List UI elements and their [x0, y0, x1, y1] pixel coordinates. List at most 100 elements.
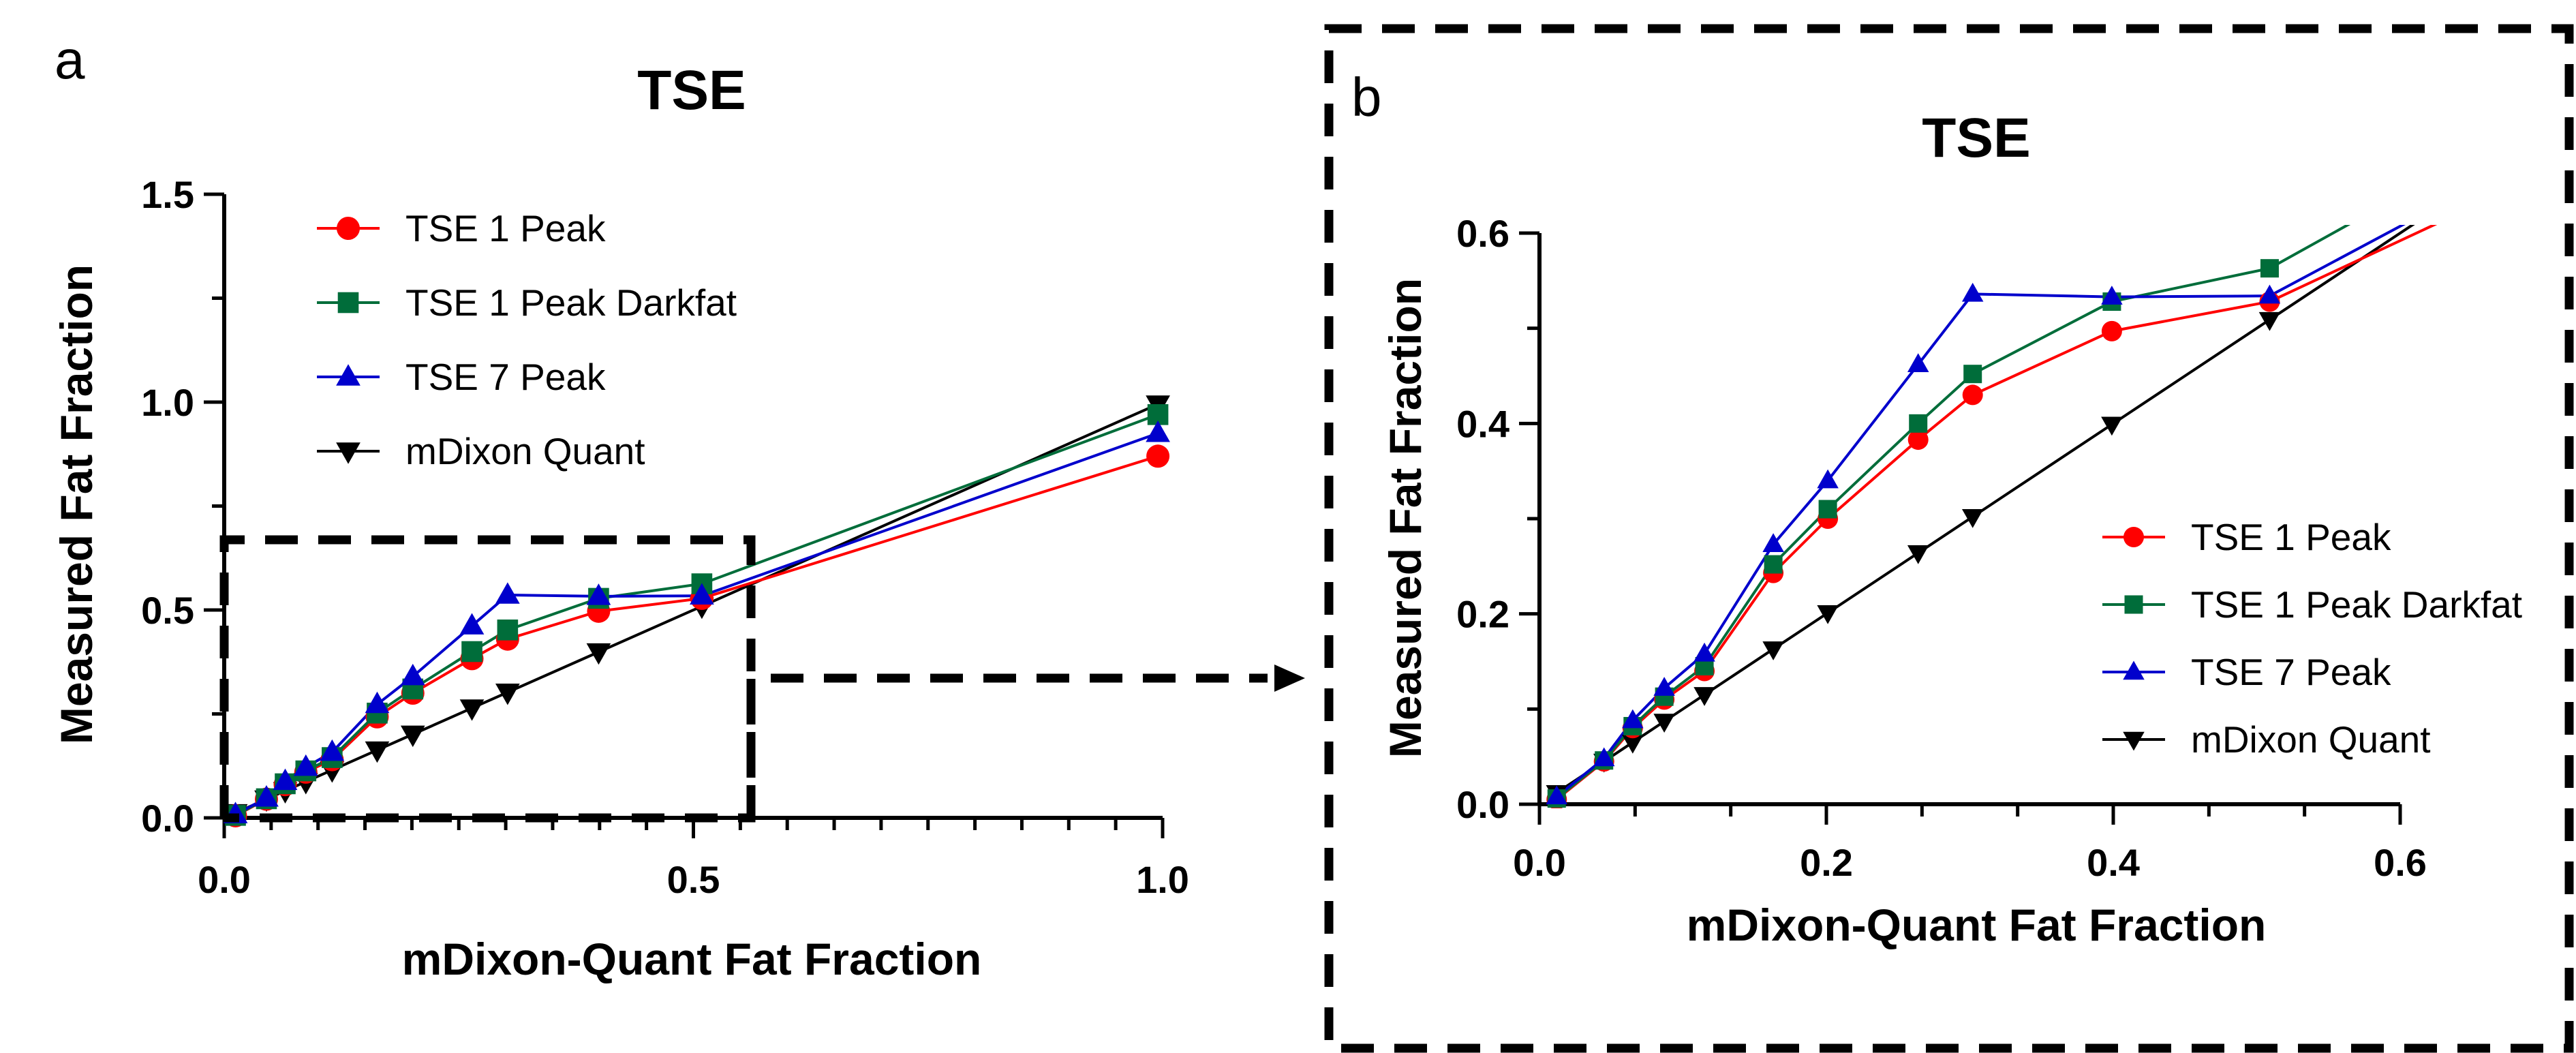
legend-swatch-marker	[2123, 527, 2144, 547]
y-tick-label: 0.4	[1456, 402, 1509, 445]
y-tick-label: 0.2	[1456, 593, 1509, 636]
y-tick-label: 0.6	[1456, 212, 1509, 255]
legend-entry-label: TSE 7 Peak	[405, 356, 606, 398]
x-tick-label: 0.5	[667, 858, 720, 901]
data-point-mdixon-quant	[2101, 416, 2123, 436]
data-point-tse-7-peak	[1653, 677, 1675, 696]
data-point-mdixon-quant	[400, 725, 425, 748]
panel-a-series	[223, 395, 1170, 827]
panel-a: a TSE Measured Fat Fraction mDixon-Quant…	[51, 29, 1305, 984]
data-point-mdixon-quant	[1693, 687, 1715, 706]
data-point-tse-7-peak	[1546, 785, 1568, 805]
panel-b-title: TSE	[1922, 107, 2030, 169]
panel-a-letter: a	[55, 29, 85, 90]
data-point-tse-7-peak	[1961, 282, 1984, 302]
data-point-mdixon-quant	[495, 684, 520, 705]
x-tick-label: 0.4	[2087, 841, 2140, 884]
data-point-tse-7-peak	[2101, 286, 2123, 305]
data-point-tse-1-peak-darkfat	[2260, 259, 2279, 278]
data-point-tse-7-peak	[1762, 533, 1784, 552]
panel-a-title: TSE	[637, 59, 746, 121]
legend-entry-label: TSE 1 Peak	[405, 207, 606, 249]
panel-b-y-axis-label: Measured Fat Fraction	[1380, 278, 1430, 758]
legend-swatch-marker	[336, 364, 361, 386]
data-point-mdixon-quant	[1762, 641, 1784, 660]
data-point-tse-7-peak	[2258, 284, 2281, 304]
x-tick-label: 0.6	[2374, 841, 2427, 884]
panel-b-axes: 0.0 0.2 0.4 0.6 0.0 0.2 0.4 0.6	[1456, 212, 2427, 884]
panel-a-y-axis-label: Measured Fat Fraction	[51, 264, 102, 744]
x-tick-label: 1.0	[1136, 858, 1189, 901]
y-tick-label: 0.0	[141, 797, 194, 840]
zoom-connector-arrow-line	[746, 673, 1268, 818]
x-tick-label: 0.0	[1513, 841, 1566, 884]
y-tick-label: 1.5	[141, 173, 194, 216]
legend-entry-label: TSE 1 Peak Darkfat	[2191, 583, 2522, 626]
data-point-tse-7-peak	[400, 663, 425, 686]
legend-entry-label: TSE 7 Peak	[2191, 651, 2391, 693]
data-point-tse-7-peak	[586, 583, 611, 605]
legend-swatch-marker	[337, 292, 359, 314]
series-line-mdixon-quant	[1556, 225, 2415, 794]
data-point-tse-1-peak	[1907, 429, 1929, 451]
data-point-mdixon-quant	[586, 643, 611, 665]
data-point-tse-1-peak	[1962, 384, 1983, 406]
panel-b-letter: b	[1351, 67, 1382, 127]
data-point-mdixon-quant	[365, 741, 390, 763]
data-point-mdixon-quant	[1817, 605, 1839, 624]
data-point-tse-7-peak	[690, 583, 714, 605]
legend-swatch-marker	[337, 217, 360, 240]
data-point-tse-7-peak	[495, 582, 520, 604]
data-point-tse-7-peak	[293, 754, 318, 776]
y-tick-label: 0.5	[141, 589, 194, 632]
y-tick-label: 1.0	[141, 381, 194, 424]
data-point-tse-1-peak	[1146, 444, 1170, 468]
data-point-tse-7-peak	[1907, 353, 1929, 372]
data-point-mdixon-quant	[459, 699, 485, 721]
panel-b: b TSE Measured Fat Fraction mDixon-Quant…	[1324, 24, 2574, 1053]
legend-entry-label: mDixon Quant	[2191, 718, 2431, 761]
data-point-tse-7-peak	[254, 785, 279, 807]
data-point-tse-1-peak	[2101, 320, 2122, 341]
panel-b-x-axis-label: mDixon-Quant Fat Fraction	[1687, 900, 2267, 950]
panel-a-x-axis-label: mDixon-Quant Fat Fraction	[402, 934, 982, 984]
data-point-tse-1-peak-darkfat	[1909, 414, 1928, 433]
panel-a-legend: TSE 1 Peak TSE 1 Peak Darkfat TSE 7 Peak mD…	[317, 207, 737, 472]
data-point-tse-7-peak	[1146, 421, 1170, 442]
legend-entry-label: TSE 1 Peak Darkfat	[405, 281, 737, 324]
data-point-mdixon-quant	[1961, 508, 1984, 528]
data-point-tse-7-peak	[1817, 469, 1839, 489]
panel-a-axes: 0.0 0.5 1.0 0.0 0.5 1.0 1.5	[141, 173, 1189, 901]
x-tick-label: 0.0	[198, 858, 251, 901]
panel-b-legend: TSE 1 Peak TSE 1 Peak Darkfat TSE 7 Peak mD…	[2102, 516, 2522, 761]
data-point-tse-7-peak	[459, 613, 485, 635]
data-point-tse-1-peak-darkfat	[1963, 365, 1982, 384]
zoom-region-box	[219, 535, 756, 823]
data-point-mdixon-quant	[1622, 734, 1644, 754]
data-point-mdixon-quant	[1907, 545, 1929, 564]
legend-swatch-marker	[2123, 731, 2145, 751]
data-point-mdixon-quant	[1653, 714, 1675, 733]
legend-swatch-marker	[2123, 660, 2145, 680]
legend-entry-label: mDixon Quant	[405, 430, 645, 472]
data-point-tse-7-peak	[365, 691, 390, 714]
data-point-tse-7-peak	[1622, 709, 1644, 729]
data-point-tse-7-peak	[273, 768, 298, 791]
legend-swatch-marker	[2124, 595, 2143, 614]
data-point-tse-7-peak	[1593, 747, 1615, 767]
data-point-tse-1-peak-darkfat	[1818, 500, 1837, 519]
panel-b-series	[1546, 225, 2438, 808]
series-line-tse-7-peak	[234, 431, 1159, 816]
legend-entry-label: TSE 1 Peak	[2191, 516, 2391, 558]
data-point-mdixon-quant	[2258, 311, 2281, 331]
data-point-tse-7-peak	[1693, 642, 1715, 662]
zoom-connector-arrowhead	[1274, 665, 1305, 692]
data-point-tse-1-peak-darkfat	[1764, 555, 1783, 574]
series-line-tse-1-peak	[234, 455, 1159, 817]
panel-b-dashed-frame	[1324, 24, 2574, 1053]
data-point-tse-1-peak-darkfat	[461, 641, 482, 662]
data-point-tse-7-peak	[320, 739, 345, 761]
data-point-tse-1-peak-darkfat	[497, 619, 519, 641]
legend-swatch-marker	[336, 442, 361, 464]
